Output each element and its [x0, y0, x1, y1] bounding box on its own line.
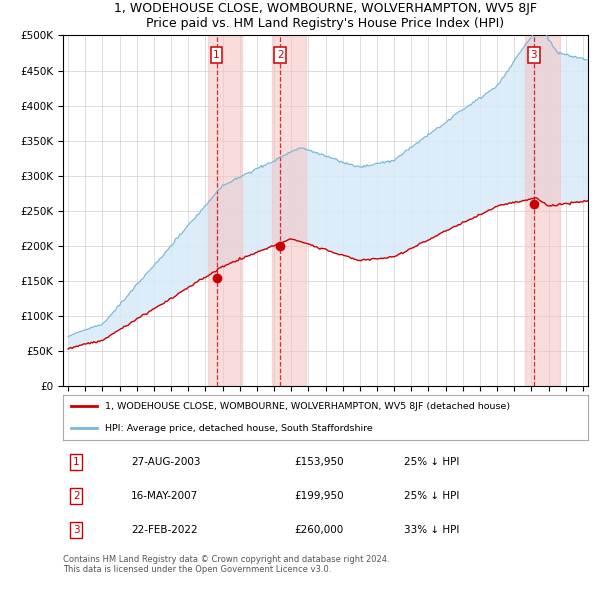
Text: HPI: Average price, detached house, South Staffordshire: HPI: Average price, detached house, Sout…	[105, 424, 373, 433]
Text: 16-MAY-2007: 16-MAY-2007	[131, 491, 199, 501]
Text: 25% ↓ HPI: 25% ↓ HPI	[404, 491, 460, 501]
Text: Contains HM Land Registry data © Crown copyright and database right 2024.: Contains HM Land Registry data © Crown c…	[63, 555, 389, 563]
Text: 2: 2	[277, 50, 284, 60]
Text: 3: 3	[530, 50, 537, 60]
Text: 33% ↓ HPI: 33% ↓ HPI	[404, 526, 460, 535]
Title: 1, WODEHOUSE CLOSE, WOMBOURNE, WOLVERHAMPTON, WV5 8JF
Price paid vs. HM Land Reg: 1, WODEHOUSE CLOSE, WOMBOURNE, WOLVERHAM…	[114, 2, 537, 30]
Text: 1, WODEHOUSE CLOSE, WOMBOURNE, WOLVERHAMPTON, WV5 8JF (detached house): 1, WODEHOUSE CLOSE, WOMBOURNE, WOLVERHAM…	[105, 402, 510, 411]
Text: £199,950: £199,950	[294, 491, 344, 501]
Bar	[272, 35, 306, 386]
Text: 1: 1	[213, 50, 220, 60]
Text: 2: 2	[73, 491, 79, 501]
Text: 1: 1	[73, 457, 79, 467]
Text: £260,000: £260,000	[294, 526, 343, 535]
Bar	[525, 35, 560, 386]
Bar	[208, 35, 242, 386]
Text: 27-AUG-2003: 27-AUG-2003	[131, 457, 201, 467]
Text: 25% ↓ HPI: 25% ↓ HPI	[404, 457, 460, 467]
Text: 3: 3	[73, 526, 79, 535]
Text: £153,950: £153,950	[294, 457, 344, 467]
Text: 22-FEB-2022: 22-FEB-2022	[131, 526, 198, 535]
Text: This data is licensed under the Open Government Licence v3.0.: This data is licensed under the Open Gov…	[63, 565, 331, 574]
